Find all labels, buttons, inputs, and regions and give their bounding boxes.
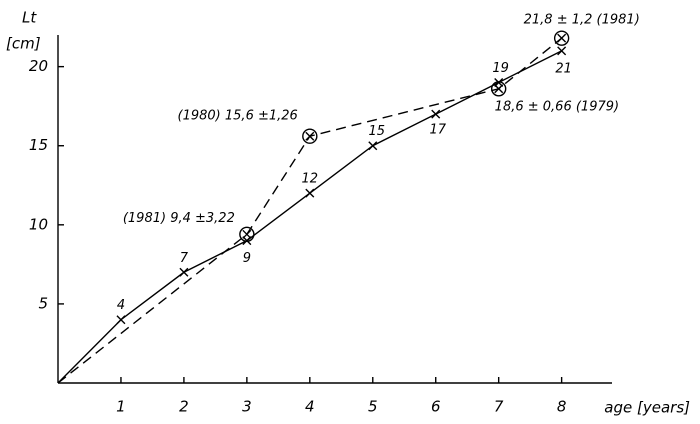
data-point	[302, 128, 318, 144]
data-point	[116, 315, 126, 325]
marker-stroke	[494, 84, 504, 94]
data-label: 4	[117, 298, 125, 313]
y-tick-label: 10	[29, 215, 48, 233]
data-label: 19	[492, 61, 509, 76]
y-tick-label: 20	[29, 57, 48, 75]
data-point	[239, 226, 255, 243]
data-label: 12	[302, 172, 319, 187]
data-label: 18,6 ± 0,66 (1979)	[495, 99, 619, 114]
marker-stroke	[557, 46, 567, 56]
marker-stroke	[242, 229, 252, 239]
x-tick-label: 8	[557, 398, 567, 416]
data-point	[553, 30, 570, 46]
marker-stroke	[557, 33, 567, 43]
x-tick-label: 5	[368, 398, 378, 416]
marker-stroke	[179, 267, 189, 277]
marker-stroke	[431, 109, 441, 119]
data-label: 9	[243, 251, 251, 266]
data-label: 17	[429, 123, 446, 138]
x-axis-label: age [years]	[604, 399, 690, 417]
marker-circle	[239, 226, 255, 243]
data-point	[179, 267, 189, 277]
data-point	[557, 46, 567, 56]
data-label: (1980) 15,6 ±1,26	[178, 109, 298, 124]
y-tick-label: 5	[38, 294, 48, 312]
x-tick-label: 6	[431, 398, 441, 416]
data-point	[368, 141, 378, 151]
y-axis-label: [cm]	[6, 35, 41, 53]
data-point	[431, 109, 441, 119]
data-point	[490, 81, 507, 97]
y-tick-label: 15	[29, 136, 48, 154]
data-label: 15	[368, 124, 385, 139]
x-tick-label: 4	[305, 398, 315, 416]
marker-circle	[553, 30, 570, 46]
x-tick-label: 1	[116, 398, 126, 416]
marker-circle	[490, 81, 507, 97]
data-label: 21,8 ± 1,2 (1981)	[524, 13, 640, 28]
marker-stroke	[368, 141, 378, 151]
data-point	[305, 188, 315, 198]
marker-stroke	[305, 131, 315, 141]
data-label: 7	[180, 251, 189, 266]
marker-stroke	[305, 188, 315, 198]
data-label: (1981) 9,4 ±3,22	[123, 211, 235, 226]
x-tick-label: 7	[494, 398, 504, 416]
y-axis-label: Lt	[22, 9, 37, 27]
x-tick-label: 3	[242, 398, 252, 416]
marker-circle	[302, 128, 318, 144]
data-label: 21	[555, 61, 572, 76]
x-tick-label: 2	[179, 398, 189, 416]
marker-stroke	[116, 315, 126, 325]
